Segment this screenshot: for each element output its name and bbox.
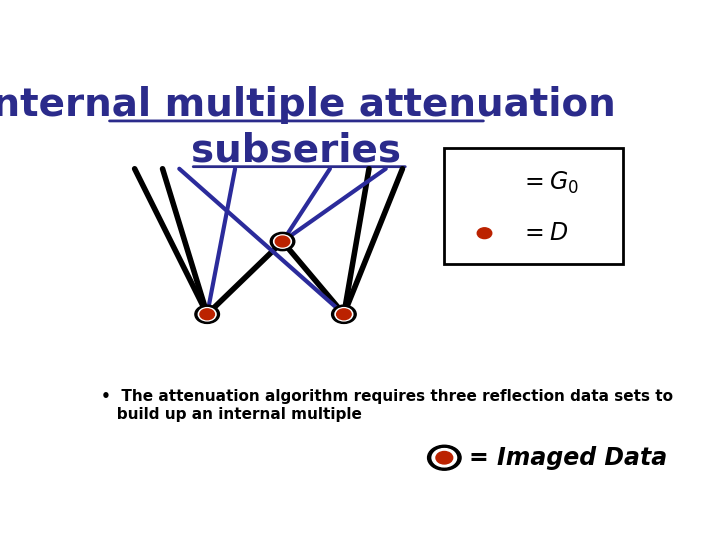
Circle shape	[275, 236, 289, 247]
FancyBboxPatch shape	[444, 148, 623, 265]
Circle shape	[200, 309, 215, 320]
Circle shape	[270, 232, 294, 251]
Circle shape	[195, 305, 220, 323]
Circle shape	[436, 451, 453, 464]
Circle shape	[337, 309, 351, 320]
Circle shape	[474, 226, 495, 241]
Circle shape	[274, 235, 292, 248]
Circle shape	[332, 305, 356, 323]
Text: •  The attenuation algorithm requires three reflection data sets to
   build up : • The attenuation algorithm requires thr…	[101, 389, 673, 422]
Circle shape	[432, 449, 456, 467]
Circle shape	[335, 308, 353, 321]
Circle shape	[477, 228, 492, 239]
Text: Internal multiple attenuation: Internal multiple attenuation	[0, 85, 616, 124]
Text: $= G_0$: $= G_0$	[520, 170, 578, 197]
Text: subseries: subseries	[192, 131, 402, 170]
Circle shape	[428, 446, 461, 470]
Circle shape	[198, 308, 216, 321]
Text: = Imaged Data: = Imaged Data	[469, 446, 667, 470]
Text: $= D$: $= D$	[520, 221, 568, 245]
Circle shape	[471, 223, 498, 244]
